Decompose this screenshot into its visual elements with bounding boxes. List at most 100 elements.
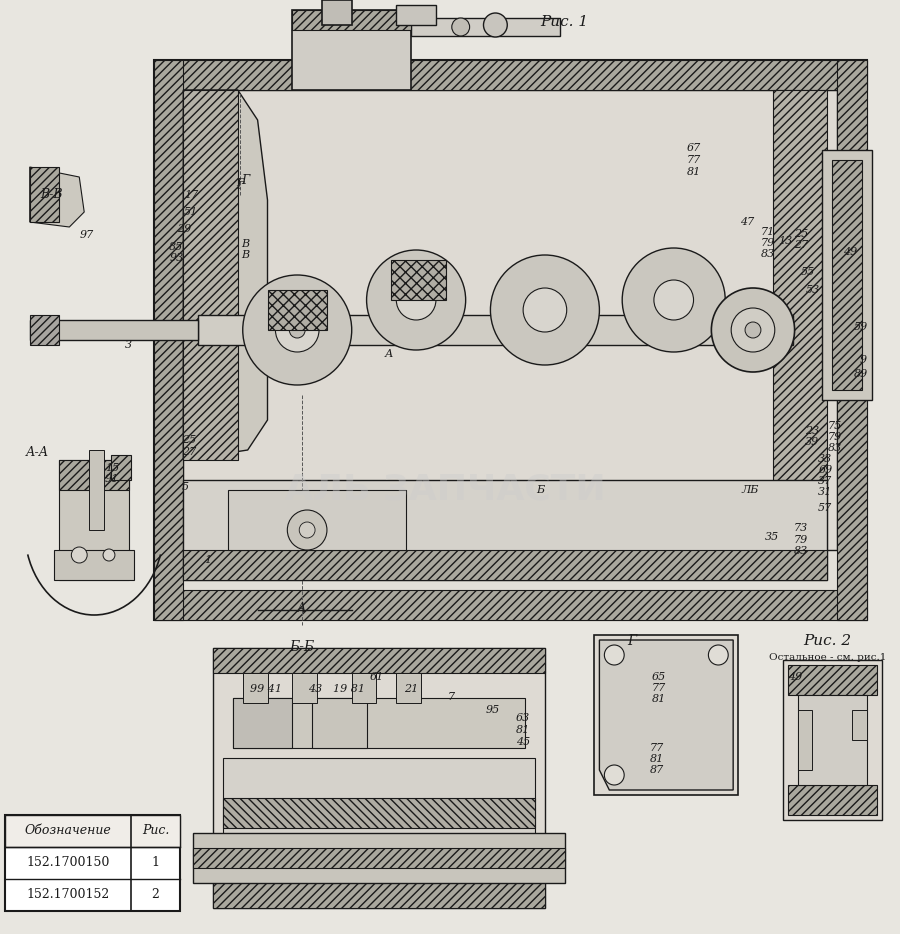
Bar (89, 450, 104, 530)
Text: 15: 15 (104, 463, 119, 473)
Text: 23: 23 (806, 426, 820, 436)
Text: 49: 49 (788, 672, 803, 682)
Bar (194, 848, 564, 868)
Bar (823, 150, 872, 400)
Text: 69: 69 (818, 465, 832, 475)
Bar (154, 60, 867, 90)
Text: 9: 9 (860, 355, 867, 365)
Text: Г: Г (236, 178, 244, 188)
Text: 51: 51 (184, 207, 198, 217)
Bar (797, 710, 813, 770)
Circle shape (396, 280, 436, 320)
Text: 97: 97 (80, 230, 94, 240)
Polygon shape (184, 90, 267, 460)
Text: 13: 13 (778, 236, 793, 246)
Circle shape (605, 765, 625, 785)
Text: А-А: А-А (26, 446, 50, 459)
Text: B: B (241, 239, 250, 249)
Bar (154, 60, 867, 620)
Bar (184, 90, 837, 550)
Text: 3: 3 (125, 340, 132, 350)
Text: 19 81: 19 81 (333, 684, 364, 694)
Text: 33: 33 (818, 454, 832, 464)
Circle shape (275, 308, 319, 352)
Text: 7: 7 (447, 692, 454, 702)
Text: Г: Г (241, 174, 250, 187)
Text: Г: Г (236, 181, 244, 191)
Bar (292, 10, 411, 90)
Text: 77: 77 (687, 155, 701, 165)
Bar (59, 460, 129, 580)
Text: 29: 29 (177, 224, 192, 234)
Bar (194, 833, 564, 883)
Bar (396, 673, 421, 703)
Text: 47: 47 (740, 217, 754, 227)
Circle shape (745, 322, 760, 338)
Bar (797, 695, 867, 785)
Text: 1: 1 (204, 555, 212, 565)
Bar (352, 673, 376, 703)
Bar (184, 550, 827, 580)
Text: 59: 59 (854, 322, 868, 332)
Bar (292, 10, 411, 30)
Text: 25: 25 (182, 435, 196, 445)
Bar (233, 698, 525, 748)
Text: 79: 79 (794, 535, 807, 545)
Bar (213, 878, 544, 908)
Text: 63: 63 (516, 713, 530, 723)
Circle shape (483, 13, 508, 37)
Text: 93: 93 (169, 253, 184, 263)
Bar (30, 320, 198, 340)
Text: 2: 2 (151, 888, 159, 901)
Text: 67: 67 (687, 143, 701, 153)
Circle shape (71, 547, 87, 563)
Text: 55: 55 (800, 267, 814, 277)
Text: 83: 83 (828, 443, 842, 453)
Text: 81: 81 (687, 167, 701, 177)
Bar (198, 315, 793, 345)
Bar (213, 648, 544, 673)
Text: 71: 71 (760, 227, 775, 237)
Text: B: B (241, 250, 250, 260)
Text: 81: 81 (516, 725, 530, 735)
Text: 79: 79 (828, 432, 842, 442)
Text: 37: 37 (818, 476, 832, 486)
Bar (322, 0, 352, 25)
Circle shape (299, 522, 315, 538)
Bar (411, 18, 560, 36)
Bar (184, 480, 827, 580)
Text: Рис.: Рис. (142, 825, 169, 838)
Circle shape (731, 308, 775, 352)
Text: 27: 27 (182, 447, 196, 457)
Circle shape (452, 18, 470, 36)
Text: 77: 77 (652, 683, 666, 693)
Text: 99 41: 99 41 (249, 684, 282, 694)
Text: 49: 49 (843, 247, 857, 257)
Bar (55, 550, 134, 580)
Polygon shape (30, 167, 85, 227)
Text: Г: Г (627, 634, 636, 648)
Circle shape (622, 248, 725, 352)
Circle shape (243, 275, 352, 385)
Bar (223, 758, 535, 838)
Text: 27: 27 (795, 240, 809, 250)
Circle shape (289, 322, 305, 338)
Text: 87: 87 (650, 765, 664, 775)
Text: 81: 81 (650, 754, 664, 764)
Bar (111, 455, 130, 480)
Text: 21: 21 (404, 684, 419, 694)
Circle shape (605, 645, 625, 665)
Bar (312, 698, 366, 748)
Bar (5, 815, 180, 847)
Bar (233, 698, 292, 748)
Bar (832, 160, 862, 390)
Circle shape (287, 510, 327, 550)
Text: 25: 25 (795, 229, 809, 239)
Bar (788, 665, 877, 695)
Bar (228, 490, 406, 550)
Text: 152.1700150: 152.1700150 (26, 856, 110, 870)
Text: 83: 83 (760, 249, 775, 259)
Text: 89: 89 (854, 369, 868, 379)
Bar (773, 90, 827, 550)
Text: 79: 79 (760, 238, 775, 248)
